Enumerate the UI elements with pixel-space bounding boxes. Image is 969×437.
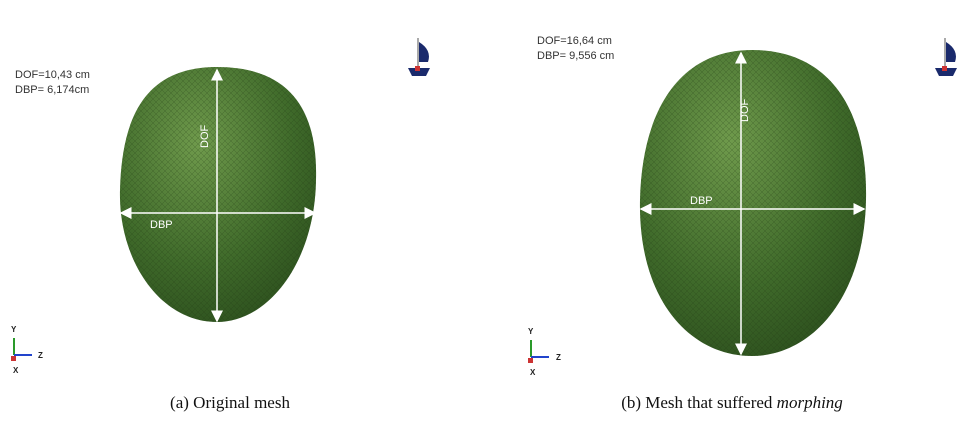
triad-y: Y [11,325,17,334]
caption-text: (b) Mesh that suffered [621,393,776,412]
triad-z: Z [556,353,561,362]
mesh-texture [640,50,866,356]
caption: (a) Original mesh [170,393,290,412]
caption: (b) Mesh that suffered morphing [621,393,843,412]
view-icon [935,38,957,76]
panel-b: DOF=16,64 cm DBP= 9,556 cm DOF DBP Y Z X… [528,35,957,412]
triad-z: Z [38,351,43,360]
triad-x: X [530,368,536,377]
caption-emphasis: morphing [777,393,843,412]
triad-x: X [13,366,19,375]
figure: DOF=10,43 cm DBP= 6,174cm DOF DBP Y Z X … [0,0,969,437]
dbp-axis: DBP [150,219,173,231]
dof-axis: DOF [739,99,751,123]
dbp-axis: DBP [690,195,713,207]
mesh-texture [120,67,316,322]
triad-y: Y [528,327,534,336]
dof-label: DOF=16,64 cm [537,35,612,47]
dof-axis: DOF [199,125,211,149]
dbp-label: DBP= 9,556 cm [537,50,614,62]
axis-triad: Y Z X [11,325,43,375]
axis-triad: Y Z X [528,327,561,377]
dbp-label: DBP= 6,174cm [15,84,89,96]
view-icon [408,38,430,76]
dof-label: DOF=10,43 cm [15,69,90,81]
panel-a: DOF=10,43 cm DBP= 6,174cm DOF DBP Y Z X … [11,38,430,412]
